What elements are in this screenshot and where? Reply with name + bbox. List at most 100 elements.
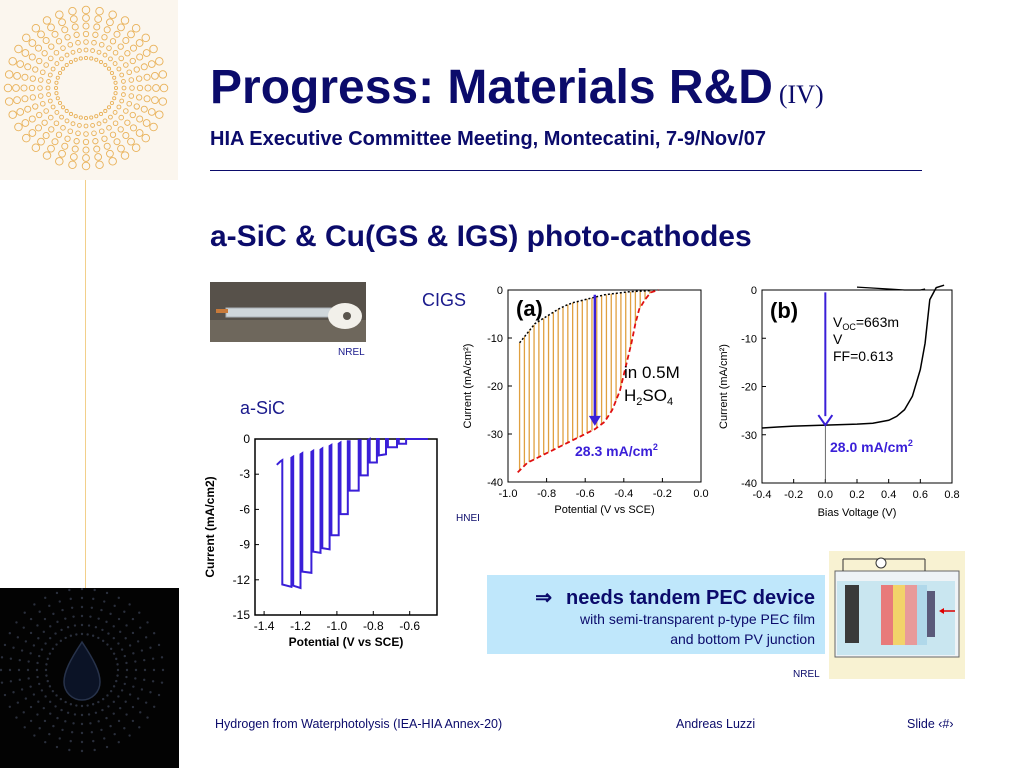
sun-ray-dot xyxy=(89,56,94,61)
bias-voltage-chart: -0.4 -0.2 0.0 0.2 0.4 0.6 0.8 0 -10 -20 -30 -40 Bias… xyxy=(718,284,960,519)
sun-ray-dot xyxy=(36,111,43,119)
dark-ray-dot xyxy=(138,611,141,614)
dark-ray-dot xyxy=(128,734,131,737)
dark-ray-dot xyxy=(80,587,84,591)
sun-ray-dot xyxy=(53,85,59,91)
value-text: 28.3 mA/cm xyxy=(575,443,653,459)
sun-ray-dot xyxy=(55,75,60,80)
dark-ray-dot xyxy=(117,719,121,723)
sun-ray-dot xyxy=(55,157,64,166)
dark-ray-dot xyxy=(51,647,55,651)
sun-ray-dot xyxy=(136,94,143,101)
sun-ray-dot xyxy=(109,100,115,106)
sun-ray-dot xyxy=(129,85,135,91)
sun-ray-dot xyxy=(4,70,14,79)
sun-ray-dot xyxy=(152,84,160,92)
dark-ray-dot xyxy=(48,636,52,640)
sun-ray-dot xyxy=(113,138,121,146)
x-tick-label: -0.6 xyxy=(399,619,420,633)
dark-ray-dot xyxy=(80,623,84,627)
sun-ray-dot xyxy=(133,103,140,110)
dark-ray-dot xyxy=(59,639,63,643)
sun-ray-dot xyxy=(92,138,99,145)
x-tick-label: -1.0 xyxy=(327,619,348,633)
dark-ray-dot xyxy=(134,677,137,680)
sun-ray-dot xyxy=(67,128,74,135)
dark-ray-dot xyxy=(73,624,77,627)
dark-ray-dot xyxy=(87,624,91,627)
sun-ray-dot xyxy=(54,91,59,96)
dark-ray-dot xyxy=(55,694,58,697)
sun-ray-dot xyxy=(108,157,117,166)
sun-ray-dot xyxy=(41,50,48,57)
dark-ray-dot xyxy=(24,640,28,643)
dark-ray-dot xyxy=(80,605,84,609)
sun-ray-dot xyxy=(12,84,20,92)
sun-ray-dot xyxy=(151,96,159,105)
sun-ray-dot xyxy=(117,126,124,133)
sun-ray-dot xyxy=(129,44,137,52)
sun-ray-dot xyxy=(126,69,133,76)
photocurrent-arrowhead xyxy=(817,414,834,427)
x-tick-label: -0.4 xyxy=(753,489,772,501)
sun-ray-dot xyxy=(103,26,111,34)
y-tick-label: -6 xyxy=(239,502,250,516)
sun-ray-dot xyxy=(81,161,91,171)
dark-ray-dot xyxy=(160,656,164,659)
y-tick-label: -20 xyxy=(741,382,757,394)
x-tick-label: -0.2 xyxy=(653,488,672,500)
dark-ray-dot xyxy=(136,697,140,700)
callout-heading-text: needs tandem PEC device xyxy=(566,587,815,609)
y-tick-label: -9 xyxy=(239,538,250,552)
sun-ray-dot xyxy=(67,41,74,48)
voc-prefix: V xyxy=(833,314,843,330)
dark-ray-dot xyxy=(29,705,33,709)
dark-ray-dot xyxy=(23,726,26,729)
callout-heading: ⇒ needs tandem PEC device xyxy=(535,585,815,610)
x-tick-label: -1.0 xyxy=(499,488,518,500)
sun-ray-dot xyxy=(116,104,122,110)
sun-ray-dot xyxy=(118,55,125,62)
sun-ray-dot xyxy=(92,31,99,38)
sun-ray-dot xyxy=(47,98,53,104)
sun-ray-dot xyxy=(93,23,101,31)
sun-ray-dot xyxy=(131,24,141,33)
plot-frame xyxy=(254,438,438,616)
sun-ray-dot xyxy=(35,124,43,132)
x-tick-label: 0.6 xyxy=(913,489,928,501)
dark-ray-dot xyxy=(97,617,100,620)
sun-ray-dot xyxy=(16,108,25,116)
sun-ray-dot xyxy=(103,142,111,150)
dark-ray-dot xyxy=(29,685,32,688)
value-text: 28.0 mA/cm xyxy=(830,439,908,455)
dark-ray-dot xyxy=(29,631,33,635)
dark-ray-dot xyxy=(60,708,63,712)
sun-ray-dot xyxy=(76,123,82,128)
slide-title-number: (IV) xyxy=(778,80,824,109)
sun-ray-dot xyxy=(94,15,103,23)
dark-ray-dot xyxy=(8,705,12,708)
sun-ray-dot xyxy=(94,57,99,62)
footer-project: Hydrogen from Waterphotolysis (IEA-HIA A… xyxy=(215,717,503,731)
sun-ray-dot xyxy=(102,52,108,58)
sun-ray-dot xyxy=(103,62,108,68)
dark-ray-dot xyxy=(139,626,142,629)
sun-ray-dot xyxy=(112,110,118,115)
electrode-photo xyxy=(210,282,366,342)
sun-ray-dot xyxy=(32,103,39,110)
sun-ray-dot xyxy=(129,57,136,65)
sun-ray-dot xyxy=(91,130,97,137)
dark-ray-dot xyxy=(123,682,126,686)
sun-ray-dot xyxy=(43,62,49,68)
sun-ray-dot xyxy=(83,115,89,121)
sun-ray-dot xyxy=(90,48,96,53)
dark-ray-dot xyxy=(80,731,84,735)
sun-ray-dot xyxy=(76,48,82,53)
sun-ray-dot xyxy=(83,123,89,129)
dark-ray-dot xyxy=(87,713,91,716)
y-tick-label: -30 xyxy=(487,429,503,441)
dark-ray-dot xyxy=(131,617,135,621)
sun-ray-dot xyxy=(106,18,114,27)
dark-ray-dot xyxy=(48,652,52,655)
y-axis-title: Current (mA/cm2) xyxy=(203,476,217,577)
